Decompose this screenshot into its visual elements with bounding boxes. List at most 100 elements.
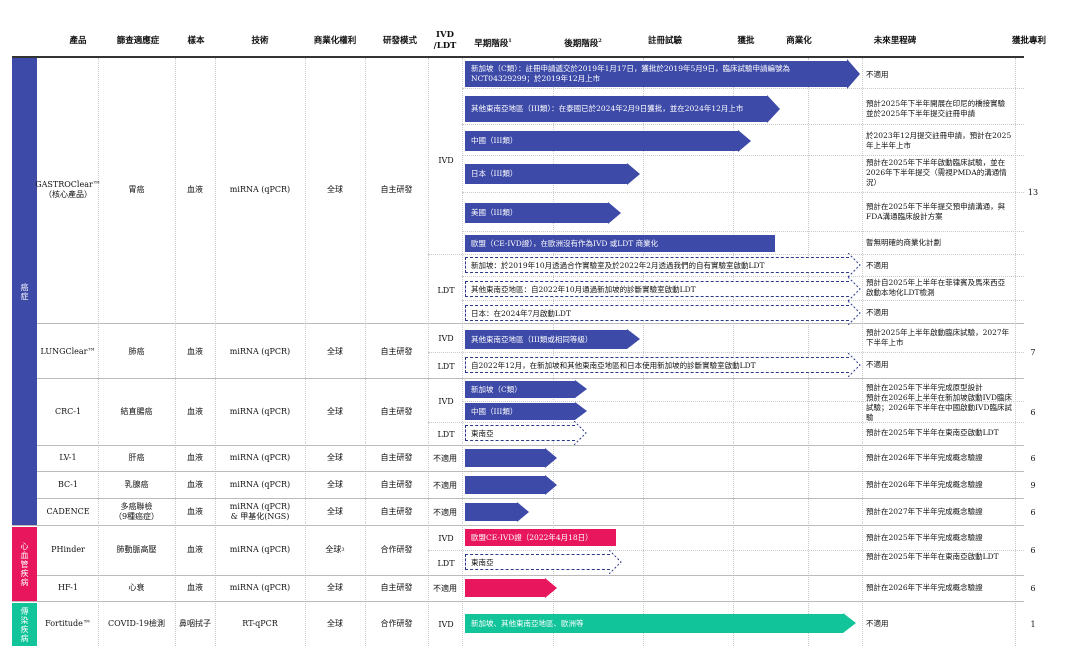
type: 不適用 [433, 480, 457, 490]
bar-fortitude: 新加坡、其他東南亞地區、歐洲等 [465, 614, 843, 633]
bar-bc [465, 476, 545, 494]
product-cadence: CADENCE [46, 507, 90, 516]
technology: miRNA (qPCR) [229, 453, 291, 462]
sample: 血液 [187, 407, 203, 416]
indication: 肺癌 [128, 347, 145, 356]
patent-count: 7 [1030, 347, 1036, 357]
indication: 心衰 [128, 583, 145, 592]
milestone: 預計2025年下半年開展在印尼的橋接實驗並於2025年下半年提交註冊申請 [866, 99, 1006, 118]
header-milestone: 未來里程碑 [873, 36, 917, 46]
type-ldt: LDT [437, 558, 455, 568]
type: 不適用 [433, 507, 457, 517]
bar-phinder-ldt: 東南亞 [465, 554, 610, 570]
type-ivd: IVD [438, 533, 454, 543]
milestone: 預計在2025年下半年完成原型設計 [866, 383, 983, 392]
rights: 全球 [327, 185, 343, 194]
model: 自主研發 [380, 507, 413, 516]
model: 自主研發 [380, 480, 413, 489]
product-fortitude: Fortitude™ [45, 619, 91, 628]
milestone: 預計在2027年下半年完成概念驗證 [866, 507, 983, 516]
indication: 肝癌 [128, 453, 145, 462]
type-ivd: IVD [438, 333, 454, 343]
indication: 肺動脈高壓 [116, 545, 157, 554]
header-rule [12, 56, 1024, 58]
technology: miRNA (qPCR) [229, 347, 291, 356]
type: 不適用 [433, 583, 457, 593]
milestone: 預計2025年上半年啟動臨床試驗，2027年下半年上市 [866, 328, 1010, 347]
bar-gastro-ldt-singapore: 新加坡：於2019年10月透過合作實驗室及於2022年2月透過我們的自有實驗室啟… [465, 257, 849, 273]
sample: 鼻咽拭子 [179, 619, 211, 628]
milestone: 預計在2025年下半年完成概念驗證 [866, 533, 983, 542]
technology: miRNA (qPCR) [229, 407, 291, 416]
milestone: 不適用 [866, 70, 889, 79]
header-sample: 樣本 [187, 36, 205, 46]
bar-gastro-ldt-sea: 其他東南亞地區：自2022年10月通過新加坡的診斷實驗室啟動LDT [465, 281, 849, 297]
bar-gastro-china: 中國（III類） [465, 131, 738, 151]
rights: 全球 [327, 583, 343, 592]
category-cancer: 癌症 [12, 58, 37, 525]
bar-cadence [465, 503, 517, 521]
patent-count: 6 [1030, 583, 1036, 593]
milestone: 預計在2025年下半年在東南亞啟動LDT [866, 428, 999, 437]
milestone: 預計在2025年下半年提交預申請溝通，與FDA溝通臨床設計方案 [866, 202, 1006, 221]
milestone: 預計在2025年下半年在東南亞啟動LDT [866, 552, 999, 561]
bar-gastro-singapore: 新加坡（C類）：註冊申請遞交於2019年1月17日，獲批於2019年5月9日，臨… [465, 61, 847, 87]
bar-crc-china: 中國（III類） [465, 403, 575, 420]
bar-phinder-eu: 歐盟CE-IVD證（2022年4月18日） [465, 529, 616, 546]
bar-crc-ldt: 東南亞 [465, 425, 575, 441]
header-indication: 篩查適應症 [116, 36, 160, 46]
patent-count: 6 [1030, 545, 1036, 555]
product-lungclear: LUNGClear™ [40, 347, 96, 356]
type: 不適用 [433, 453, 457, 463]
milestone: 不適用 [866, 261, 889, 270]
sample: 血液 [187, 185, 203, 194]
milestone: 預計在2026年下半年完成概念驗證 [866, 480, 983, 489]
rights: 全球 [327, 453, 343, 462]
patent-count: 13 [1027, 187, 1039, 197]
product-lv1: LV-1 [59, 453, 77, 462]
sample: 血液 [187, 507, 203, 516]
bar-crc-singapore: 新加坡（C類） [465, 381, 575, 398]
rights: 全球 [327, 507, 343, 516]
indication: 胃癌 [128, 185, 145, 194]
header-patents: 獲批專利 [1012, 36, 1047, 46]
category-infectious: 傳染疾病 [12, 603, 37, 646]
header-early: 早期階段1 [474, 38, 512, 49]
milestone: 不適用 [866, 360, 889, 369]
milestone: 暫無明確的商業化計劃 [866, 238, 941, 247]
header-rights: 商業化權利 [313, 36, 357, 46]
header-commercial: 商業化 [786, 36, 812, 46]
model: 自主研發 [380, 185, 413, 194]
patent-count: 6 [1030, 507, 1036, 517]
rights: 全球 [327, 480, 343, 489]
product-bc1: BC-1 [58, 480, 78, 489]
patent-count: 6 [1030, 453, 1036, 463]
type-ldt: LDT [437, 429, 455, 439]
product-gastroclear: GASTROClear™ （核心產品） [35, 180, 101, 199]
product-phinder: PHinder [51, 545, 85, 554]
header-type: IVD /LDT [433, 30, 457, 51]
milestone: 預計在2026年下半年完成概念驗證 [866, 453, 983, 462]
type-ldt: LDT [437, 285, 455, 295]
indication: COVID-19檢測 [108, 619, 165, 628]
technology: miRNA (qPCR) [229, 480, 291, 489]
bar-hf [465, 579, 545, 597]
patent-count: 1 [1030, 619, 1036, 629]
header-approval: 獲批 [737, 36, 755, 46]
bar-gastro-japan: 日本（III類） [465, 164, 627, 184]
sample: 血液 [187, 545, 203, 554]
rights: 全球 [327, 407, 343, 416]
model: 自主研發 [380, 453, 413, 462]
rights: 全球 [327, 347, 343, 356]
milestone: 不適用 [866, 619, 889, 628]
header-registration: 註冊試驗 [647, 36, 682, 46]
type: IVD [438, 619, 454, 629]
sample: 血液 [187, 583, 203, 592]
type-ivd: IVD [438, 396, 454, 406]
bar-gastro-usa: 美國（III類） [465, 203, 608, 223]
rights: 全球 3 [325, 545, 345, 554]
model: 合作研發 [380, 545, 413, 554]
bar-lung-sea: 其他東南亞地區（III類或相同等級） [465, 330, 627, 349]
milestone: 於2023年12月提交註冊申請，預計在2025年上半年上市 [866, 131, 1012, 150]
technology: miRNA (qPCR) [229, 185, 291, 194]
